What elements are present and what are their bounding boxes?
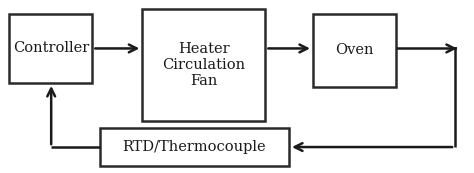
Bar (142, 9, 265, 121)
Text: RTD/Thermocouple: RTD/Thermocouple (122, 140, 266, 154)
Text: Controller: Controller (13, 42, 89, 55)
Text: Heater
Circulation
Fan: Heater Circulation Fan (162, 42, 246, 88)
Bar (100, 128, 289, 166)
Text: Oven: Oven (335, 43, 374, 57)
Bar (9, 14, 92, 83)
Bar (313, 14, 396, 86)
